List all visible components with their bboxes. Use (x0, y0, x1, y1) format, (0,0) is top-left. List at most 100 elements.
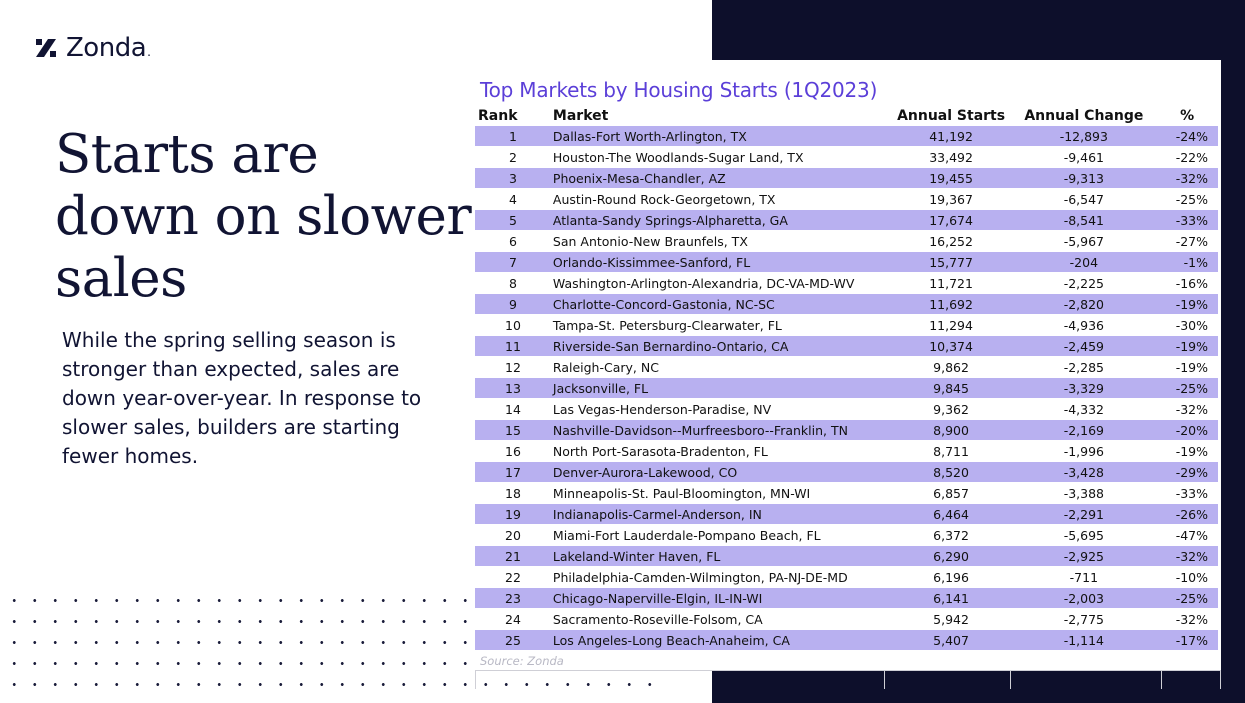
cell-annual-change: -5,967 (1011, 230, 1157, 252)
cell-annual-change: -2,925 (1011, 545, 1157, 567)
cell-annual-change: -2,459 (1011, 335, 1157, 357)
table-row: 10 Tampa-St. Petersburg-Clearwater, FL 11,… (475, 314, 1218, 336)
table-title: Top Markets by Housing Starts (1Q2023) (480, 78, 878, 102)
cell-market: Tampa-St. Petersburg-Clearwater, FL (550, 314, 891, 336)
header-percent: % (1180, 108, 1195, 124)
cell-rank: 20 (475, 524, 551, 546)
page-headline: Starts are down on slower sales (55, 124, 472, 309)
cell-rank: 25 (475, 629, 551, 651)
cell-annual-change: -711 (1011, 566, 1157, 588)
cell-market: Sacramento-Roseville-Folsom, CA (550, 608, 891, 630)
cell-annual-starts: 9,845 (890, 377, 1012, 399)
cell-market: Dallas-Fort Worth-Arlington, TX (550, 126, 891, 147)
cell-rank: 9 (475, 293, 551, 315)
cell-annual-starts: 10,374 (890, 335, 1012, 357)
cell-rank: 17 (475, 461, 551, 483)
cell-percent: -17% (1156, 629, 1218, 651)
cell-annual-starts: 8,520 (890, 461, 1012, 483)
cell-annual-starts: 5,942 (890, 608, 1012, 630)
cell-rank: 18 (475, 482, 551, 504)
table-card: Top Markets by Housing Starts (1Q2023) R… (473, 60, 1221, 670)
cell-market: North Port-Sarasota-Bradenton, FL (550, 440, 891, 462)
cell-rank: 22 (475, 566, 551, 588)
cell-annual-change: -2,169 (1011, 419, 1157, 441)
cell-annual-change: -2,775 (1011, 608, 1157, 630)
cell-percent: -30% (1156, 314, 1218, 336)
table-row: 16 North Port-Sarasota-Bradenton, FL 8,711… (475, 440, 1218, 462)
cell-annual-starts: 19,455 (890, 167, 1012, 189)
cell-rank: 19 (475, 503, 551, 525)
cell-market: Lakeland-Winter Haven, FL (550, 545, 891, 567)
table-row: 24 Sacramento-Roseville-Folsom, CA 5,942 -2… (475, 608, 1218, 630)
cell-annual-change: -1,114 (1011, 629, 1157, 651)
cell-percent: -32% (1156, 608, 1218, 630)
cell-percent: -19% (1156, 293, 1218, 315)
cell-percent: -33% (1156, 209, 1218, 231)
header-rank: Rank (478, 108, 518, 124)
brand-name: Zonda (66, 33, 147, 63)
cell-market: Phoenix-Mesa-Chandler, AZ (550, 167, 891, 189)
cell-percent: -19% (1156, 440, 1218, 462)
header-market: Market (552, 108, 609, 124)
cell-market: Jacksonville, FL (550, 377, 891, 399)
cell-rank: 10 (475, 314, 551, 336)
cell-percent: -19% (1156, 356, 1218, 378)
cell-percent: -24% (1156, 126, 1218, 147)
cell-percent: -32% (1156, 398, 1218, 420)
cell-annual-change: -3,388 (1011, 482, 1157, 504)
cell-annual-starts: 11,294 (890, 314, 1012, 336)
cell-annual-starts: 41,192 (890, 126, 1012, 147)
cell-market: Minneapolis-St. Paul-Bloomington, MN-WI (550, 482, 891, 504)
table-row: 17 Denver-Aurora-Lakewood, CO 8,520 -3,428-… (475, 461, 1218, 483)
cell-rank: 3 (475, 167, 551, 189)
cell-annual-starts: 6,290 (890, 545, 1012, 567)
cell-annual-change: -5,695 (1011, 524, 1157, 546)
table-row: 1 Dallas-Fort Worth-Arlington, TX 41,192 -1… (475, 126, 1218, 147)
cell-percent: -16% (1156, 272, 1218, 294)
cell-rank: 13 (475, 377, 551, 399)
cell-percent: -10% (1156, 566, 1218, 588)
cell-percent: -20% (1156, 419, 1218, 441)
cell-percent: -32% (1156, 545, 1218, 567)
cell-percent: -26% (1156, 503, 1218, 525)
cell-annual-change: -2,003 (1011, 587, 1157, 609)
cell-percent: -22% (1156, 146, 1218, 168)
table-row: 23 Chicago-Naperville-Elgin, IL-IN-WI 6,14… (475, 587, 1218, 609)
cell-annual-change: -2,285 (1011, 356, 1157, 378)
housing-starts-table: Rank Market Annual Starts Annual Change … (475, 106, 1218, 651)
table-row: 5 Atlanta-Sandy Springs-Alpharetta, GA 17,… (475, 209, 1218, 231)
table-row: 3 Phoenix-Mesa-Chandler, AZ 19,455 -9,313 -3… (475, 167, 1218, 189)
cell-market: Denver-Aurora-Lakewood, CO (550, 461, 891, 483)
table-row: 11 Riverside-San Bernardino-Ontario, CA 10… (475, 335, 1218, 357)
cell-market: Nashville-Davidson--Murfreesboro--Frankl… (550, 419, 891, 441)
cell-annual-starts: 11,721 (890, 272, 1012, 294)
cell-percent: -25% (1156, 587, 1218, 609)
cell-rank: 2 (475, 146, 551, 168)
cell-rank: 11 (475, 335, 551, 357)
cell-percent: -47% (1156, 524, 1218, 546)
cell-rank: 8 (475, 272, 551, 294)
table-row: 2 Houston-The Woodlands-Sugar Land, TX 33,… (475, 146, 1218, 168)
cell-annual-change: -9,313 (1011, 167, 1157, 189)
cell-market: San Antonio-New Braunfels, TX (550, 230, 891, 252)
table-row: 12 Raleigh-Cary, NC 9,862 -2,285 -19% (475, 356, 1218, 378)
brand-dot: . (147, 45, 151, 59)
cell-market: Las Vegas-Henderson-Paradise, NV (550, 398, 891, 420)
cell-annual-starts: 16,252 (890, 230, 1012, 252)
table-row: 20 Miami-Fort Lauderdale-Pompano Beach, F… (475, 524, 1218, 546)
cell-market: Riverside-San Bernardino-Ontario, CA (550, 335, 891, 357)
cell-annual-change: -8,541 (1011, 209, 1157, 231)
cell-market: Los Angeles-Long Beach-Anaheim, CA (550, 629, 891, 651)
table-row: 25 Los Angeles-Long Beach-Anaheim, CA 5,40… (475, 629, 1218, 651)
cell-annual-change: -1,996 (1011, 440, 1157, 462)
table-row: 21 Lakeland-Winter Haven, FL 6,290 -2,925 -3… (475, 545, 1218, 567)
cell-market: Atlanta-Sandy Springs-Alpharetta, GA (550, 209, 891, 231)
table-row: 6 San Antonio-New Braunfels, TX 16,252 -5,9… (475, 230, 1218, 252)
cell-market: Austin-Round Rock-Georgetown, TX (550, 188, 891, 210)
cell-annual-change: -4,332 (1011, 398, 1157, 420)
cell-rank: 7 (475, 251, 551, 273)
table-row: 13 Jacksonville, FL 9,845 -3,329 -25% (475, 377, 1218, 399)
cell-percent: -33% (1156, 482, 1218, 504)
cell-annual-starts: 6,464 (890, 503, 1012, 525)
table-header-row: Rank Market Annual Starts Annual Change … (475, 106, 1218, 126)
